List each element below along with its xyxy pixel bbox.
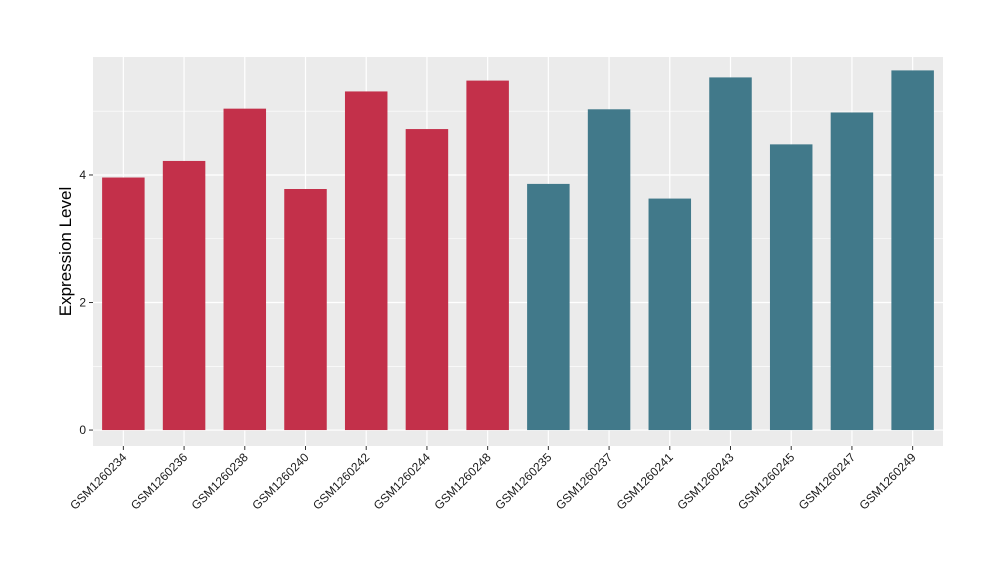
bar-GSM1260234: [102, 177, 145, 431]
x-tick-label: GSM1260248: [431, 450, 493, 512]
x-tick-label: GSM1260242: [310, 450, 372, 512]
y-tick-label: 2: [79, 296, 86, 310]
bar-GSM1260242: [344, 91, 388, 431]
bar-GSM1260249: [891, 70, 934, 431]
x-tick-label: GSM1260238: [189, 450, 251, 512]
bar-GSM1260241: [648, 198, 692, 431]
x-tick-label: GSM1260249: [856, 450, 918, 512]
x-tick-label: GSM1260234: [67, 450, 129, 512]
x-tick-label: GSM1260235: [492, 450, 554, 512]
x-tick-label: GSM1260243: [674, 450, 736, 512]
x-tick-label: GSM1260244: [371, 450, 433, 512]
bar-GSM1260236: [162, 160, 206, 431]
y-tick-label: 4: [79, 168, 86, 182]
x-tick-label: GSM1260245: [735, 450, 797, 512]
y-tick-label: 0: [79, 423, 86, 437]
bar-GSM1260245: [769, 144, 813, 431]
bar-GSM1260244: [405, 129, 449, 431]
x-tick-label: GSM1260240: [249, 450, 311, 512]
y-axis-title: Expression Level: [56, 187, 75, 316]
bar-GSM1260240: [284, 189, 327, 431]
y-axis: 0 2 4: [79, 168, 93, 437]
bars: [102, 70, 934, 431]
x-tick-label: GSM1260237: [553, 450, 615, 512]
plot-panel: [93, 57, 943, 446]
bar-GSM1260248: [466, 80, 509, 431]
bar-GSM1260235: [527, 183, 570, 431]
x-tick-label: GSM1260236: [128, 450, 190, 512]
bar-GSM1260243: [709, 77, 752, 431]
x-tick-label: GSM1260247: [796, 450, 858, 512]
bar-GSM1260238: [223, 108, 267, 431]
bar-GSM1260237: [587, 109, 631, 431]
x-tick-label: GSM1260241: [614, 450, 676, 512]
x-axis: GSM1260234GSM1260236GSM1260238GSM1260240…: [67, 446, 919, 512]
bar-GSM1260247: [830, 112, 874, 431]
